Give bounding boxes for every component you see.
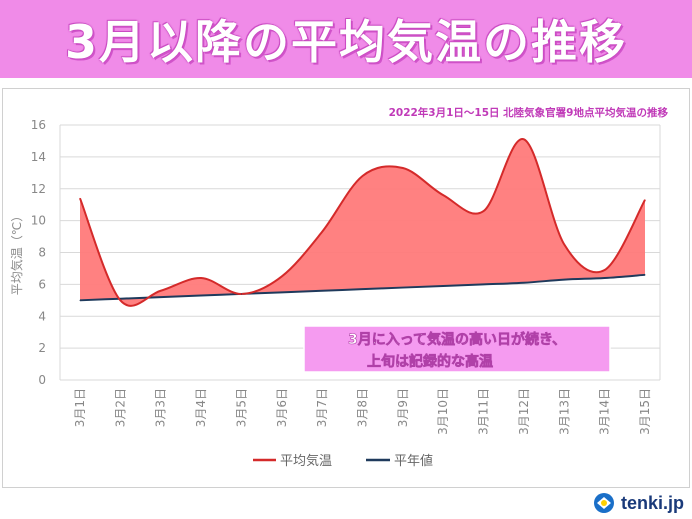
x-tick-label: 3月7日 — [315, 388, 329, 427]
x-tick-label: 3月6日 — [275, 388, 289, 427]
normal-temperature-point — [483, 283, 485, 285]
average-temperature-point — [200, 277, 202, 279]
normal-temperature-point — [119, 298, 121, 300]
normal-temperature-point — [160, 296, 162, 298]
chart-legend: 平均気温 平年値 — [253, 453, 433, 469]
x-tick-label: 3月1日 — [73, 388, 87, 427]
temperature-anomaly-fill — [80, 139, 645, 306]
y-axis-ticks: 0 2 4 6 8 10 12 14 16 — [31, 118, 46, 387]
y-tick-label: 2 — [38, 341, 46, 355]
x-tick-label: 3月3日 — [154, 388, 168, 427]
average-temperature-point — [523, 138, 525, 140]
x-tick-label: 3月12日 — [517, 388, 531, 435]
y-tick-label: 12 — [31, 182, 46, 196]
x-tick-label: 3月5日 — [234, 388, 248, 427]
normal-temperature-point — [563, 279, 565, 281]
average-temperature-point — [604, 269, 606, 271]
page-title: 3月以降の平均気温の推移 — [64, 15, 627, 69]
normal-temperature-point — [79, 299, 81, 301]
x-tick-label: 3月15日 — [638, 388, 652, 435]
y-axis-label: 平均気温（℃） — [9, 210, 24, 295]
average-temperature-point — [402, 167, 404, 169]
brand-name: tenki.jp — [620, 492, 684, 513]
average-temperature-point — [160, 290, 162, 292]
average-temperature-point — [563, 244, 565, 246]
y-tick-label: 16 — [31, 118, 46, 132]
x-tick-label: 3月14日 — [598, 388, 612, 435]
y-tick-label: 4 — [38, 309, 46, 323]
x-tick-label: 3月11日 — [477, 388, 491, 435]
normal-temperature-point — [402, 287, 404, 289]
x-tick-label: 3月9日 — [396, 388, 410, 427]
brand-logo[interactable]: tenki.jp — [593, 490, 684, 516]
normal-temperature-point — [240, 293, 242, 295]
average-temperature-point — [119, 299, 121, 301]
y-tick-label: 14 — [31, 150, 46, 164]
average-temperature-point — [362, 175, 363, 177]
normal-temperature-point — [200, 295, 202, 297]
x-tick-label: 3月13日 — [557, 388, 571, 435]
tenki-logo-icon — [593, 493, 614, 513]
y-tick-label: 10 — [31, 214, 46, 228]
title-banner: 3月以降の平均気温の推移 — [0, 0, 692, 78]
normal-temperature-point — [644, 274, 646, 276]
x-tick-label: 3月4日 — [194, 388, 208, 427]
average-temperature-point — [79, 197, 81, 199]
legend-label-average: 平均気温 — [280, 453, 332, 469]
normal-temperature-point — [362, 288, 363, 290]
normal-temperature-point — [321, 290, 323, 292]
normal-temperature-point — [604, 277, 606, 279]
average-temperature-point — [483, 210, 485, 212]
average-temperature-point — [442, 194, 444, 196]
average-temperature-point — [644, 199, 646, 201]
average-temperature-point — [321, 231, 323, 233]
normal-temperature-point — [442, 285, 444, 287]
normal-temperature-point — [523, 282, 525, 284]
annotation-line-1: 3月に入って気温の高い日が続き、 — [348, 331, 566, 348]
chart-area — [79, 138, 646, 307]
normal-temperature-point — [281, 291, 283, 293]
legend-label-normal: 平年値 — [394, 453, 433, 469]
y-tick-label: 8 — [38, 246, 46, 260]
x-axis-ticks: 3月1日 3月2日 3月3日 3月4日 3月5日 3月6日 3月7日 3月8日 3月9日 3月10… — [73, 388, 652, 435]
y-tick-label: 6 — [38, 277, 46, 291]
chart-subtitle: 2022年3月1日〜15日 北陸気象官署9地点平均気温の推移 — [389, 106, 669, 119]
annotation-callout: 3月に入って気温の高い日が続き、 上旬は記録的な高温 — [303, 325, 611, 373]
x-tick-label: 3月10日 — [436, 388, 450, 435]
average-temperature-line — [79, 138, 646, 307]
y-tick-label: 0 — [38, 373, 46, 387]
x-tick-label: 3月2日 — [113, 388, 127, 427]
annotation-line-2: 上旬は記録的な高温 — [367, 353, 493, 370]
x-tick-label: 3月8日 — [356, 388, 370, 427]
average-temperature-point — [281, 275, 283, 277]
